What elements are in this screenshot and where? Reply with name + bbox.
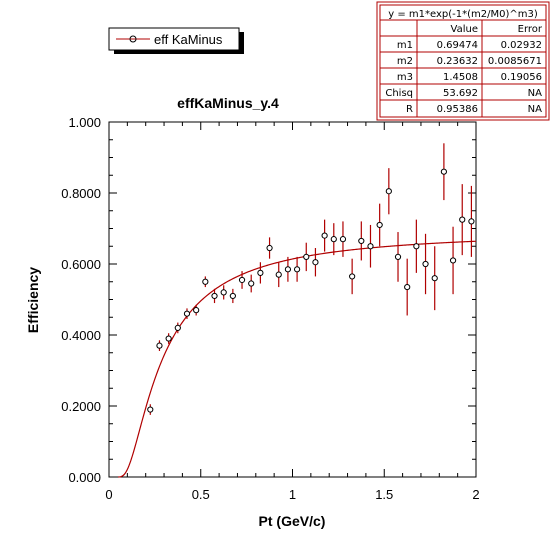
plot-area [108,121,477,478]
legend-label: eff KaMinus [154,32,223,47]
data-point [275,271,282,278]
fit-cell: 53.692 [443,88,478,99]
y-tick-label: 1.000 [68,115,101,130]
fit-cell: m3 [397,72,413,83]
data-point [321,232,328,239]
data-point [303,253,310,260]
data-point [174,324,181,331]
fit-header-cell: Error [518,24,543,35]
fit-results-box: y = m1*exp(-1*(m2/M0)^m3) Value Error m1 0.6… [376,1,550,121]
data-point [404,283,411,291]
data-point [449,257,457,264]
fit-cell: Chisq [385,88,413,99]
fit-cell: m1 [397,40,413,51]
y-tick-label: 0.6000 [61,257,101,272]
data-point [193,307,200,314]
data-point [459,216,466,223]
data-point [385,188,392,195]
fit-cell: 0.02932 [501,40,542,51]
data-point [284,266,292,273]
data-point [238,276,246,284]
data-point [440,168,447,175]
fit-cell: 0.23632 [437,56,478,67]
y-tick-label: 0.2000 [61,399,101,414]
x-tick-label: 2 [472,487,479,502]
fit-cell: 1.4508 [443,72,478,83]
fit-cell: m2 [397,56,413,67]
data-points [147,143,475,415]
legend-marker [129,35,137,43]
data-point [147,406,154,413]
chart-title: effKaMinus_y.4 [177,95,279,111]
data-point [183,310,191,317]
data-point [349,273,356,280]
fit-cell: NA [528,88,542,99]
y-axis-label: Efficiency [25,267,41,333]
x-tick-label: 0.5 [192,487,210,502]
data-point [339,236,347,243]
data-point [468,218,475,225]
x-tick-label: 1 [289,487,296,502]
data-point [229,292,236,300]
data-point [211,292,218,300]
fit-cell: R [406,104,413,115]
fit-cell: NA [528,104,542,115]
data-point [248,280,255,287]
data-point [413,243,420,250]
x-axis-label: Pt (GeV/c) [259,513,326,529]
fit-cell: 0.0085671 [488,56,542,67]
data-point [257,269,264,276]
fit-cell: 0.69474 [437,40,478,51]
data-point [376,221,383,229]
data-point [394,253,402,260]
data-point [165,335,172,342]
data-point [266,244,273,252]
fit-cell: 0.19056 [501,72,542,83]
data-point [293,266,301,273]
data-point [422,260,429,268]
data-point [330,236,337,243]
x-tick-label: 0 [105,487,112,502]
data-point [156,342,163,349]
fit-header-cell: Value [451,24,478,35]
x-tick-label: 1.5 [375,487,393,502]
data-point [431,275,438,282]
fit-box-inner-border [379,4,547,118]
data-point [202,278,209,285]
fit-cell: 0.95386 [437,104,478,115]
y-tick-label: 0.000 [68,470,101,485]
data-point [367,243,374,250]
y-tick-label: 0.8000 [61,186,101,201]
legend: eff KaMinus [108,27,244,54]
data-point [358,237,365,245]
axes: 0.000 0.2000 0.4000 0.6000 0.8000 1.000 0 0.5 1 1… [61,115,479,502]
data-point [220,289,227,296]
fit-formula: y = m1*exp(-1*(m2/M0)^m3) [388,9,538,20]
data-point [312,259,319,266]
y-tick-label: 0.4000 [61,328,101,343]
